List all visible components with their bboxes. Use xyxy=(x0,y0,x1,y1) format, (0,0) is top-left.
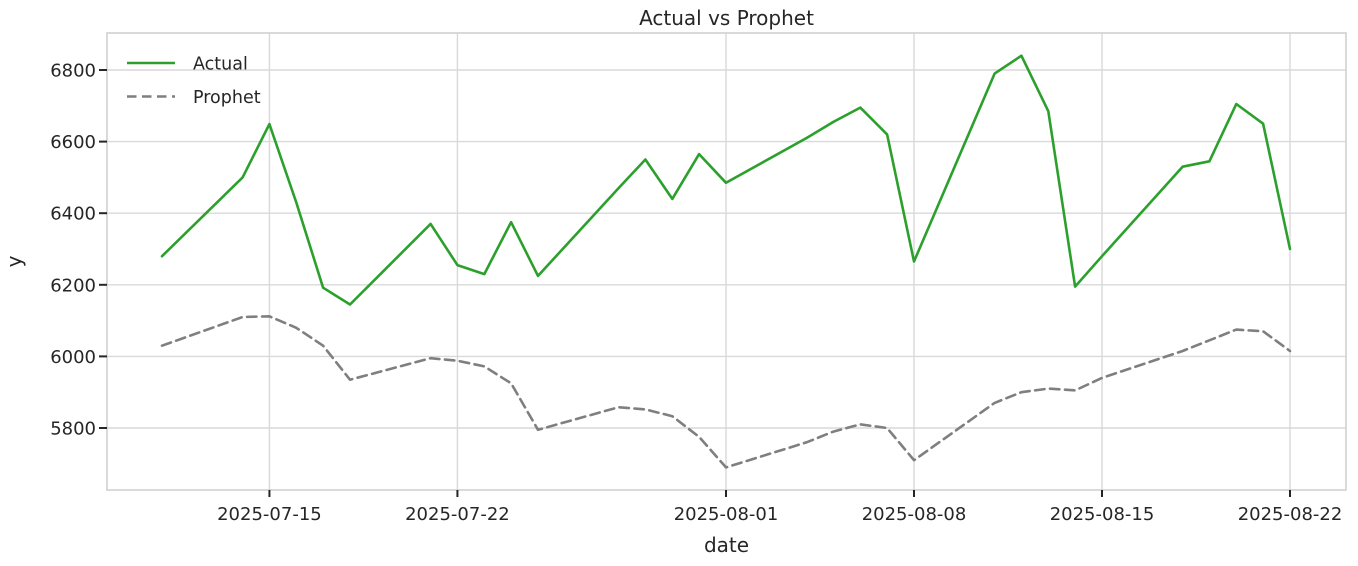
x-tick-label: 2025-08-08 xyxy=(862,504,967,525)
y-tick-label: 5800 xyxy=(50,419,96,440)
legend-actual-label: Actual xyxy=(193,55,248,75)
chart-title: Actual vs Prophet xyxy=(639,6,814,30)
y-tick-label: 6400 xyxy=(50,204,96,225)
tick-labels: 2025-07-15 2025-07-22 2025-08-01 2025-08-08… xyxy=(50,61,1342,526)
y-tick-label: 6800 xyxy=(50,61,96,82)
prophet-line xyxy=(160,314,1292,469)
legend: Actual Prophet xyxy=(127,55,261,108)
x-tick-label: 2025-08-22 xyxy=(1238,504,1343,525)
actual-line xyxy=(160,54,1292,306)
x-tick-label: 2025-07-15 xyxy=(217,504,322,525)
legend-prophet-label: Prophet xyxy=(193,88,261,108)
x-axis-label: date xyxy=(704,533,749,557)
tick-marks xyxy=(99,69,1291,497)
y-tick-label: 6600 xyxy=(50,132,96,153)
y-axis-label: y xyxy=(2,255,26,267)
x-tick-label: 2025-08-01 xyxy=(674,504,779,525)
gridlines xyxy=(107,33,1346,490)
x-tick-label: 2025-07-22 xyxy=(405,504,510,525)
y-tick-label: 6200 xyxy=(50,275,96,296)
x-tick-label: 2025-08-15 xyxy=(1050,504,1155,525)
data-series xyxy=(160,54,1292,469)
y-tick-label: 6000 xyxy=(50,347,96,368)
